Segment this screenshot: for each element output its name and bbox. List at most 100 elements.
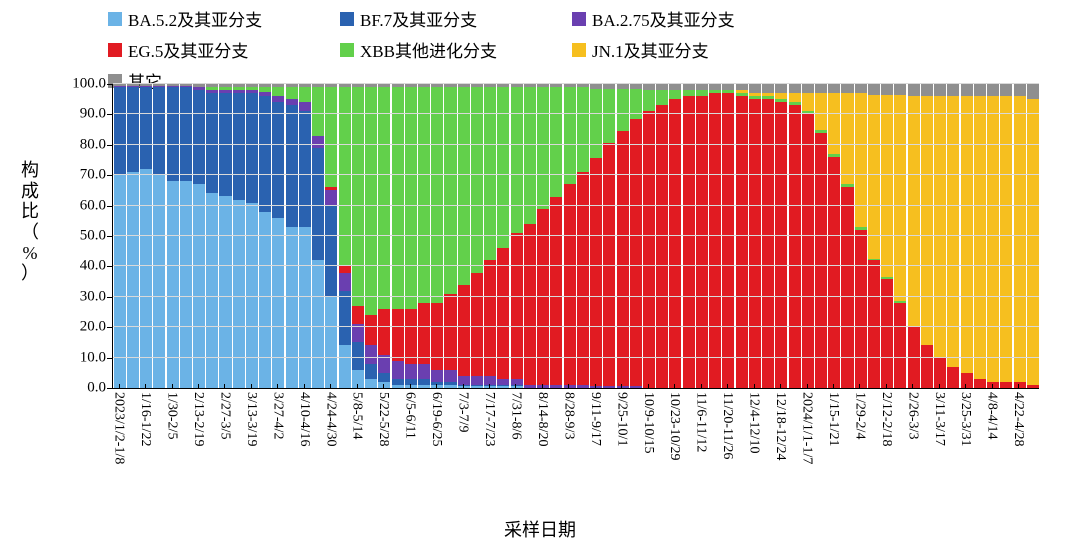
xtick-mark xyxy=(727,384,728,389)
bar xyxy=(431,84,443,388)
bar-segment-eg5 xyxy=(630,119,642,387)
legend-swatch xyxy=(572,12,586,26)
xtick-label: 2024/1/1-1/7 xyxy=(800,392,814,464)
bar-segment-xbb xyxy=(524,87,536,224)
xaxis-ticks: 2023/1/2-1/81/16-1/221/30-2/52/13-2/192/… xyxy=(112,388,1038,508)
legend-item-ba275: BA.2.75及其亚分支 xyxy=(572,6,772,31)
bar-segment-ba52 xyxy=(233,200,245,388)
yaxis-ticks: 0.010.020.030.040.050.060.070.080.090.01… xyxy=(56,0,112,544)
legend-item-eg5: EG.5及其亚分支 xyxy=(108,37,308,62)
gridline xyxy=(113,357,1039,358)
bar-segment-xbb xyxy=(511,87,523,233)
bar xyxy=(1000,84,1012,388)
gridline xyxy=(113,83,1039,84)
bar-segment-bf7 xyxy=(193,90,205,184)
bar-segment-xbb xyxy=(405,87,417,309)
bar-segment-xbb xyxy=(564,87,576,184)
bar-segment-eg5 xyxy=(947,367,959,388)
bar-segment-eg5 xyxy=(418,303,430,364)
gridline xyxy=(113,326,1039,327)
xtick-mark xyxy=(807,384,808,389)
bar-segment-bf7 xyxy=(140,87,152,169)
ytick-label: 10.0 xyxy=(80,349,106,366)
bar xyxy=(458,84,470,388)
bar-segment-ba52 xyxy=(286,227,298,388)
bar-segment-eg5 xyxy=(643,111,655,388)
bar-segment-xbb xyxy=(617,89,629,132)
xtick-label: 3/13-3/19 xyxy=(244,392,258,446)
bar-segment-ba275 xyxy=(444,370,456,382)
ytick-label: 50.0 xyxy=(80,228,106,245)
bar-segment-xbb xyxy=(418,87,430,303)
xtick-label: 8/28-9/3 xyxy=(561,392,575,439)
bar-segment-other xyxy=(894,84,906,95)
bar xyxy=(193,84,205,388)
bar-segment-xbb xyxy=(656,90,668,105)
bar-segment-xbb xyxy=(272,87,284,96)
bar xyxy=(934,84,946,388)
bar xyxy=(524,84,536,388)
xtick-label: 6/5-6/11 xyxy=(403,392,417,439)
bar-segment-eg5 xyxy=(974,379,986,388)
xtick-label: 5/22-5/28 xyxy=(376,392,390,446)
bar xyxy=(325,84,337,388)
gridline xyxy=(113,296,1039,297)
bar-segment-xbb xyxy=(286,87,298,99)
bar-segment-xbb xyxy=(550,87,562,196)
bar xyxy=(140,84,152,388)
bar-segment-xbb xyxy=(590,89,602,159)
bar-segment-jn1 xyxy=(921,96,933,345)
bar-segment-eg5 xyxy=(894,303,906,388)
legend-label: BA.5.2及其亚分支 xyxy=(128,6,262,31)
xtick-mark xyxy=(992,384,993,389)
xtick-mark xyxy=(357,384,358,389)
legend-swatch xyxy=(340,43,354,57)
bar xyxy=(405,84,417,388)
xaxis-title: 采样日期 xyxy=(0,516,1080,542)
bar-segment-ba275 xyxy=(325,190,337,205)
bar xyxy=(643,84,655,388)
xtick-mark xyxy=(198,384,199,389)
bar-segment-xbb xyxy=(630,89,642,119)
gridline xyxy=(113,205,1039,206)
xtick-label: 11/20-11/26 xyxy=(720,392,734,459)
bar xyxy=(696,84,708,388)
bar-segment-ba275 xyxy=(405,364,417,379)
xtick-mark xyxy=(1018,384,1019,389)
bar-segment-eg5 xyxy=(775,102,787,388)
bar xyxy=(603,84,615,388)
bar-segment-bf7 xyxy=(153,87,165,175)
bar-segment-other xyxy=(789,84,801,93)
bar-segment-other xyxy=(775,84,787,93)
bar xyxy=(908,84,920,388)
bar-segment-xbb xyxy=(365,87,377,315)
bar-segment-ba52 xyxy=(312,260,324,388)
bar-segment-jn1 xyxy=(841,93,853,184)
bar xyxy=(736,84,748,388)
bar-segment-jn1 xyxy=(828,93,840,154)
xtick-label: 3/27-4/2 xyxy=(270,392,284,439)
xtick-label: 4/24-4/30 xyxy=(323,392,337,446)
bar-segment-bf7 xyxy=(299,111,311,227)
bar xyxy=(233,84,245,388)
xtick-mark xyxy=(833,384,834,389)
bar-segment-eg5 xyxy=(669,99,681,388)
bar xyxy=(497,84,509,388)
xtick-mark xyxy=(939,384,940,389)
bar-segment-eg5 xyxy=(656,105,668,388)
legend-item-bf7: BF.7及其亚分支 xyxy=(340,6,540,31)
legend-swatch xyxy=(340,12,354,26)
bar-segment-eg5 xyxy=(709,93,721,388)
bar-segment-other xyxy=(868,84,880,95)
ytick-label: 60.0 xyxy=(80,197,106,214)
bar-segment-xbb xyxy=(325,87,337,187)
bar-segment-bf7 xyxy=(339,291,351,346)
bar-segment-ba275 xyxy=(339,273,351,291)
bar-segment-other xyxy=(974,84,986,96)
xtick-label: 9/25-10/1 xyxy=(614,392,628,446)
bar-segment-ba275 xyxy=(392,361,404,379)
bar-segment-eg5 xyxy=(855,230,867,388)
bar xyxy=(656,84,668,388)
bar-segment-eg5 xyxy=(868,260,880,388)
legend-label: EG.5及其亚分支 xyxy=(128,37,248,62)
